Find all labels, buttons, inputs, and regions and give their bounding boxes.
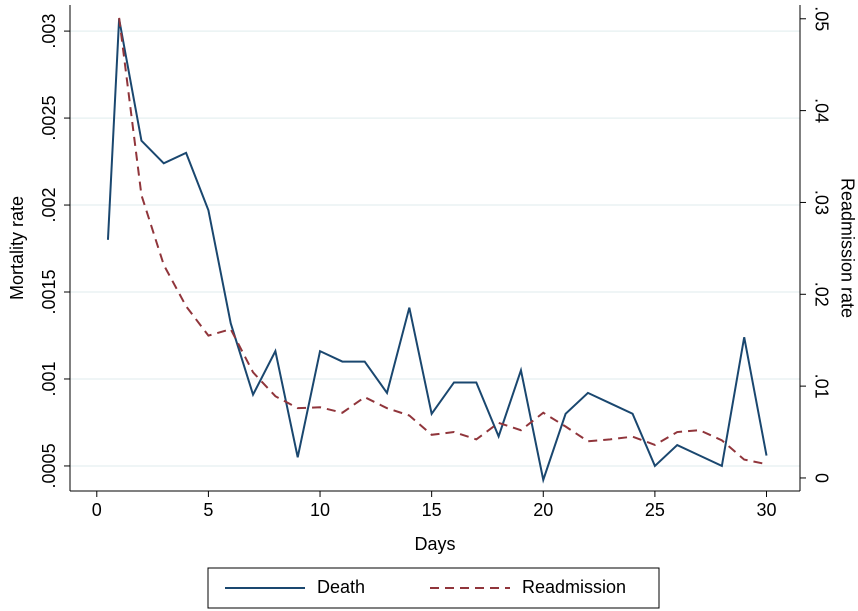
legend-label: Death bbox=[317, 577, 365, 597]
x-tick-label: 15 bbox=[422, 500, 442, 520]
y2-tick-label: .04 bbox=[811, 98, 831, 123]
line bbox=[106, 18, 768, 484]
y-tick-label: .0015 bbox=[39, 269, 59, 314]
y-tick-label: .002 bbox=[39, 188, 59, 223]
legend-label: Readmission bbox=[522, 577, 626, 597]
y2-tick-label: .05 bbox=[811, 6, 831, 31]
x-tick-label: 10 bbox=[310, 500, 330, 520]
x-tick-label: 0 bbox=[92, 500, 102, 520]
x-tick-label: 30 bbox=[756, 500, 776, 520]
y-tick-label: .0005 bbox=[39, 443, 59, 488]
y-tick-label: .001 bbox=[39, 361, 59, 396]
y2-axis-title: Readmission rate bbox=[837, 178, 857, 318]
x-tick-label: 20 bbox=[533, 500, 553, 520]
y2-tick-label: .03 bbox=[811, 190, 831, 215]
x-tick-label: 25 bbox=[645, 500, 665, 520]
x-axis-title: Days bbox=[414, 534, 455, 554]
y-axis-title: Mortality rate bbox=[7, 196, 27, 300]
y2-tick-label: .02 bbox=[811, 282, 831, 307]
x-tick-label: 5 bbox=[203, 500, 213, 520]
y2-tick-label: .01 bbox=[811, 374, 831, 399]
y-tick-label: .0025 bbox=[39, 96, 59, 141]
y-tick-label: .003 bbox=[39, 14, 59, 49]
y2-tick-label: 0 bbox=[811, 473, 831, 483]
